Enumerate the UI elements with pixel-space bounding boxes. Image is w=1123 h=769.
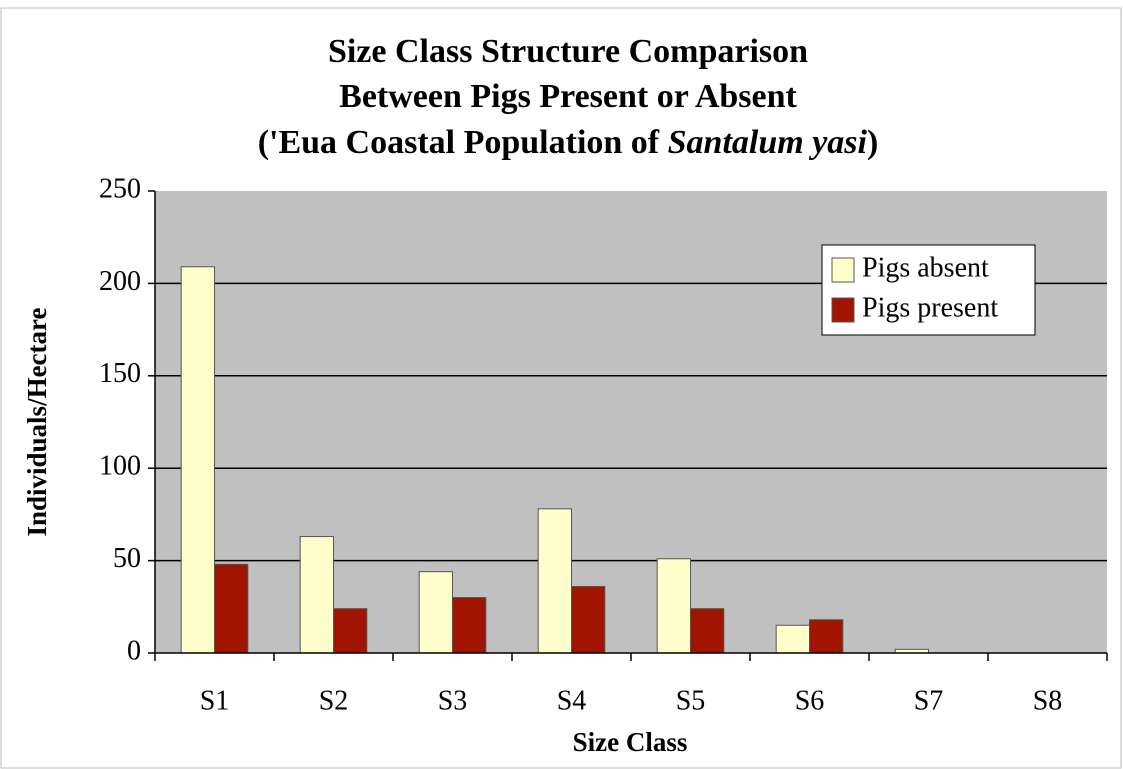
chart-title: Santalum yasi [668, 124, 868, 161]
y-tick-label: 200 [99, 266, 141, 297]
legend-label: Pigs absent [862, 252, 989, 283]
bar [299, 536, 334, 654]
x-axis-label: Size Class [573, 727, 688, 757]
legend-label: Pigs present [862, 292, 998, 323]
bar [333, 608, 368, 654]
bar [418, 571, 453, 654]
chart-title: Between Pigs Present or Absent [339, 78, 797, 115]
y-axis-label: Individuals/Hectare [22, 307, 52, 536]
bar [180, 266, 215, 654]
x-tick-label: S5 [676, 685, 706, 716]
legend-swatch [831, 257, 855, 283]
x-tick-label: S1 [200, 685, 230, 716]
x-tick-label: S6 [795, 685, 825, 716]
bar [656, 558, 691, 654]
y-tick-label: 50 [113, 543, 141, 574]
x-tick-label: S3 [438, 685, 468, 716]
legend-swatch [831, 297, 855, 323]
bar [571, 585, 606, 654]
bar [214, 563, 249, 654]
bar [775, 624, 810, 654]
y-tick-label: 150 [99, 358, 141, 389]
y-tick-label: 0 [127, 635, 141, 666]
bar [537, 508, 572, 654]
x-tick-label: S8 [1033, 685, 1063, 716]
x-tick-label: S7 [914, 685, 944, 716]
chart-title: ('Eua Coastal Population of Santalum yas… [258, 124, 879, 161]
bar [690, 608, 725, 654]
y-tick-label: 100 [99, 451, 141, 482]
x-tick-label: S4 [557, 685, 587, 716]
y-tick-label: 250 [99, 173, 141, 204]
x-tick-label: S2 [319, 685, 349, 716]
bar [809, 619, 844, 654]
chart-title: ('Eua Coastal Population of [258, 124, 668, 161]
legend [821, 244, 1036, 336]
bar [452, 597, 487, 654]
chart-title: Size Class Structure Comparison [328, 33, 808, 70]
chart-title: ) [867, 124, 878, 161]
